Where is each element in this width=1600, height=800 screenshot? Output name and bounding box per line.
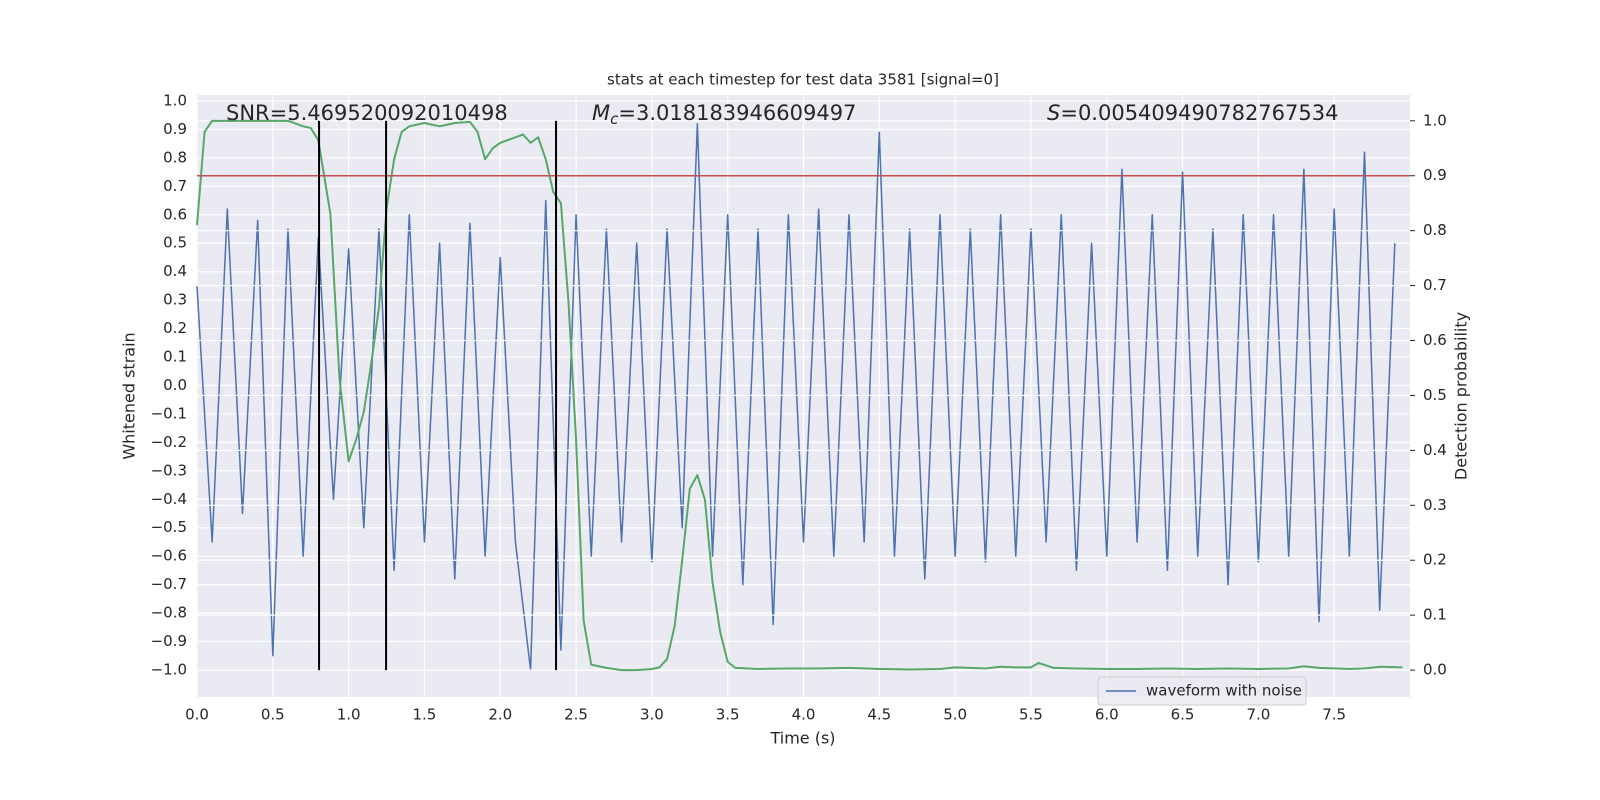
y-tick-label: 0.1	[163, 348, 187, 366]
y-tick-label: 0.2	[163, 319, 187, 337]
legend-label: waveform with noise	[1146, 682, 1302, 700]
y-tick-label: 0.9	[163, 120, 187, 138]
y-tick-label: 0.4	[163, 262, 187, 280]
y-tick-label: −0.7	[151, 575, 187, 593]
annotation-text: =0.005409490782767534	[1060, 101, 1338, 125]
x-tick-label: 7.5	[1322, 706, 1346, 724]
annotation-symbol: S	[1047, 101, 1060, 125]
y-tick-label: 0.3	[163, 291, 187, 309]
x-tick-label: 7.0	[1246, 706, 1270, 724]
y-tick-label: −0.5	[151, 518, 187, 536]
x-tick-label: 2.0	[488, 706, 512, 724]
y2-tick-label: 0.3	[1423, 496, 1447, 514]
series-line	[196, 122, 1396, 671]
x-tick-label: 5.0	[943, 706, 967, 724]
y-tick-label: 0.8	[163, 148, 187, 166]
annotation-text: =3.018183946609497	[618, 101, 856, 125]
x-tick-label: 2.5	[564, 706, 588, 724]
annotation-text: SNR=5.469520092010498	[226, 101, 508, 125]
y-tick-label: −0.3	[151, 461, 187, 479]
y2-tick-label: 1.0	[1423, 111, 1447, 129]
y2-tick-label: 0.5	[1423, 386, 1447, 404]
y-tick-label: −0.6	[151, 547, 187, 565]
y2-tick-label: 0.4	[1423, 441, 1447, 459]
y-tick-label: 1.0	[163, 91, 187, 109]
y-tick-label: 0.0	[163, 376, 187, 394]
y-tick-label: −0.4	[151, 490, 187, 508]
x-tick-label: 0.5	[261, 706, 285, 724]
y-tick-label: −1.0	[151, 660, 187, 678]
annotation: Mc=3.018183946609497	[592, 101, 856, 128]
y2-tick-label: 0.6	[1423, 331, 1447, 349]
y-tick-label: −0.9	[151, 632, 187, 650]
annotation-subscript: c	[610, 110, 619, 128]
annotation: S=0.005409490782767534	[1047, 101, 1338, 125]
y-tick-label: −0.2	[151, 433, 187, 451]
y-tick-label: 0.6	[163, 205, 187, 223]
y2-tick-label: 0.7	[1423, 276, 1447, 294]
annotation-symbol: M	[592, 101, 610, 125]
chart-title: stats at each timestep for test data 358…	[607, 71, 999, 89]
x-tick-label: 3.0	[640, 706, 664, 724]
annotation: SNR=5.469520092010498	[226, 101, 508, 125]
x-tick-label: 6.5	[1171, 706, 1195, 724]
x-tick-label: 0.0	[185, 706, 209, 724]
y-tick-label: 0.5	[163, 234, 187, 252]
series-line	[196, 119, 1403, 672]
y2-tick-label: 0.0	[1423, 661, 1447, 679]
x-tick-label: 6.0	[1095, 706, 1119, 724]
x-tick-label: 5.5	[1019, 706, 1043, 724]
y-tick-label: −0.1	[151, 404, 187, 422]
y2-axis-label: Detection probability	[1452, 312, 1471, 480]
x-tick-label: 1.0	[337, 706, 361, 724]
x-tick-label: 3.5	[716, 706, 740, 724]
legend-box	[1097, 676, 1307, 706]
x-axis-label: Time (s)	[769, 729, 835, 748]
y2-tick-label: 0.2	[1423, 551, 1447, 569]
y-tick-label: −0.8	[151, 604, 187, 622]
x-tick-label: 1.5	[413, 706, 437, 724]
y-axis-label: Whitened strain	[120, 332, 139, 459]
y2-tick-label: 0.1	[1423, 606, 1447, 624]
x-tick-label: 4.0	[792, 706, 816, 724]
series-layer	[196, 122, 1396, 671]
labels: 0.0 0.5 1.0 1.5 2.0 2.5 3.0 3.5 4.0 4.5 5.0 5.5 6.0 6…	[151, 91, 1447, 723]
series-layer	[196, 119, 1410, 672]
x-tick-label: 4.5	[867, 706, 891, 724]
y-tick-label: 0.7	[163, 177, 187, 195]
y2-tick-label: 0.8	[1423, 221, 1447, 239]
y2-tick-label: 0.9	[1423, 166, 1447, 184]
